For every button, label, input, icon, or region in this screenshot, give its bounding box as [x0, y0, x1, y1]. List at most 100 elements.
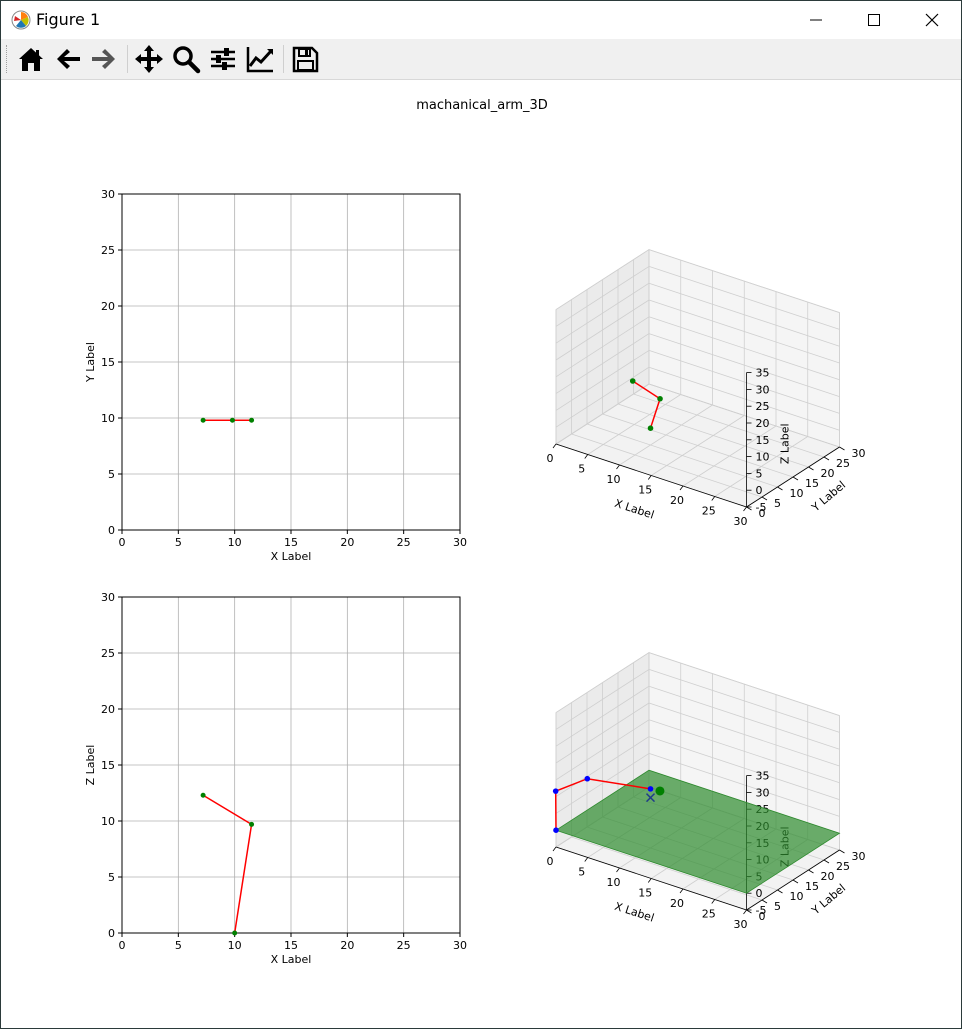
x-tick-label: 5 [175, 536, 182, 549]
close-button[interactable] [903, 1, 961, 39]
maximize-button[interactable] [845, 1, 903, 39]
z-gridline [555, 366, 650, 428]
x-tick-mark [552, 846, 557, 852]
y-axis-label: Y Label [84, 342, 97, 383]
y-gridline [571, 836, 763, 901]
z-axis-label: Z Label [779, 423, 792, 464]
title-bar[interactable]: Figure 1 [1, 1, 961, 39]
z-gridline [648, 685, 840, 750]
figure-svg: machanical_arm_3D 0 5 10 15 20 25 300510152025… [84, 98, 866, 966]
x-tick-mark [711, 899, 716, 904]
z-gridline [648, 266, 840, 330]
y-tick-label: 30 [101, 188, 115, 201]
y-tick-label: 15 [101, 759, 115, 772]
z-gridline [555, 383, 650, 445]
pan-icon [135, 45, 163, 73]
joint-marker [200, 792, 206, 798]
z-gridline [555, 316, 650, 378]
save-button[interactable] [288, 43, 322, 75]
toolbar-grip[interactable] [6, 45, 10, 73]
z-gridline [555, 736, 650, 797]
x-tick-label: 25 [702, 908, 716, 921]
xz-plot-axes[interactable]: 0 5 10 15 20 25 30 0 5 10 15 20 25 30 X Label Z Label [84, 591, 467, 966]
pan-button[interactable] [132, 43, 166, 75]
z-gridline [555, 266, 650, 327]
x-tick-mark [584, 454, 589, 459]
x-tick-mark [711, 496, 716, 501]
back-button[interactable] [51, 43, 85, 75]
z-gridline [555, 299, 650, 361]
y-tick-label: 5 [774, 900, 781, 913]
y-gridline [602, 413, 794, 478]
z-tick-label: 0 [756, 484, 763, 497]
y-tick-mark [823, 859, 830, 864]
figure-suptitle: machanical_arm_3D [416, 98, 548, 113]
maximize-icon [868, 14, 880, 26]
y-tick-label: 20 [101, 703, 115, 716]
y-tick-label: 20 [821, 467, 835, 480]
x-tick-label: 0 [119, 536, 126, 549]
x-tick-mark [584, 857, 589, 862]
z-gridline [648, 753, 840, 817]
z-gridline [648, 249, 840, 313]
y-tick-mark [792, 879, 799, 884]
edit-axis-button[interactable] [243, 43, 277, 75]
toolbar-separator [283, 45, 284, 73]
y-tick-mark [746, 909, 752, 914]
x-tick-mark [743, 506, 747, 512]
toolbar-separator [127, 45, 128, 73]
save-icon [292, 46, 319, 73]
y-tick-label: 5 [108, 871, 115, 884]
joint-marker [232, 930, 238, 936]
zoom-icon [173, 46, 201, 74]
xy-plot-axes[interactable]: 0 5 10 15 20 25 30 0 5 10 15 20 25 30 X Label Y Label [84, 188, 467, 563]
joint-marker [647, 425, 654, 432]
y-tick-label: 30 [852, 850, 866, 863]
arm-3d-plane-axes[interactable]: 051015202530051015202530-505101520253035… [547, 651, 866, 931]
joint-marker [553, 827, 559, 833]
joint-marker [584, 775, 591, 782]
z-gridline [555, 702, 650, 764]
x-axis-label: X Label [613, 900, 656, 925]
home-button[interactable] [14, 43, 48, 75]
y-tick-label: 20 [101, 300, 115, 313]
joint-marker [629, 378, 636, 384]
y-tick-label: 5 [108, 468, 115, 481]
z-tick-label: 5 [756, 467, 763, 480]
figure-canvas[interactable]: machanical_arm_3D 0 5 10 15 20 25 30 0 5 10 15 20 25… [2, 80, 962, 1029]
y-tick-mark [761, 899, 768, 904]
arm-link-line [202, 794, 253, 934]
zoom-button[interactable] [169, 43, 203, 75]
x-tick-mark [647, 878, 652, 883]
x-tick-label: 0 [547, 855, 554, 868]
y-tick-label: 0 [759, 507, 766, 520]
z-gridline [648, 299, 840, 364]
x-axis-label: X Label [271, 550, 312, 563]
x-tick-label: 20 [670, 494, 684, 507]
z-tick-label: 30 [756, 383, 770, 396]
y-tick-label: 0 [108, 927, 115, 940]
y-tick-label: 20 [821, 870, 835, 883]
configure-subplots-button[interactable] [206, 43, 240, 75]
forward-button[interactable] [87, 43, 121, 75]
x-tick-mark [647, 475, 652, 480]
z-tick-label: 30 [756, 786, 770, 799]
z-tick-label: 35 [756, 367, 770, 380]
y-tick-mark [777, 486, 783, 491]
x-tick-label: 15 [638, 887, 652, 900]
arm-3d-axes[interactable]: 051015202530051015202530-505101520253035… [547, 248, 866, 528]
z-gridline [648, 736, 840, 800]
x-tick-label: 20 [340, 536, 354, 549]
minimize-icon [810, 19, 822, 21]
home-icon [19, 48, 43, 71]
x-tick-mark [743, 909, 747, 915]
minimize-button[interactable] [787, 1, 845, 39]
x-tick-label: 30 [734, 515, 748, 528]
window-title: Figure 1 [36, 10, 101, 29]
subplots-config-icon [211, 48, 235, 70]
x-tick-mark [552, 443, 557, 449]
y-tick-label: 10 [790, 487, 804, 500]
x-axis-label: X Label [271, 953, 312, 966]
y-tick-label: 15 [805, 880, 819, 893]
y-tick-label: 15 [805, 477, 819, 490]
